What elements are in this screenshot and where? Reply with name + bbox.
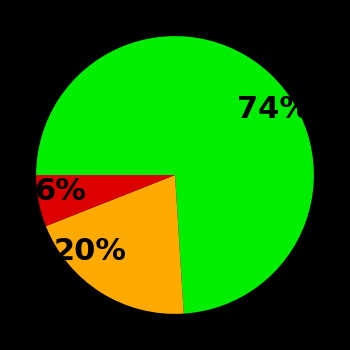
Wedge shape: [36, 36, 314, 314]
Text: 6%: 6%: [34, 177, 86, 206]
Text: 74%: 74%: [237, 95, 310, 124]
Text: 20%: 20%: [54, 237, 127, 266]
Wedge shape: [46, 175, 184, 314]
Wedge shape: [36, 175, 175, 226]
